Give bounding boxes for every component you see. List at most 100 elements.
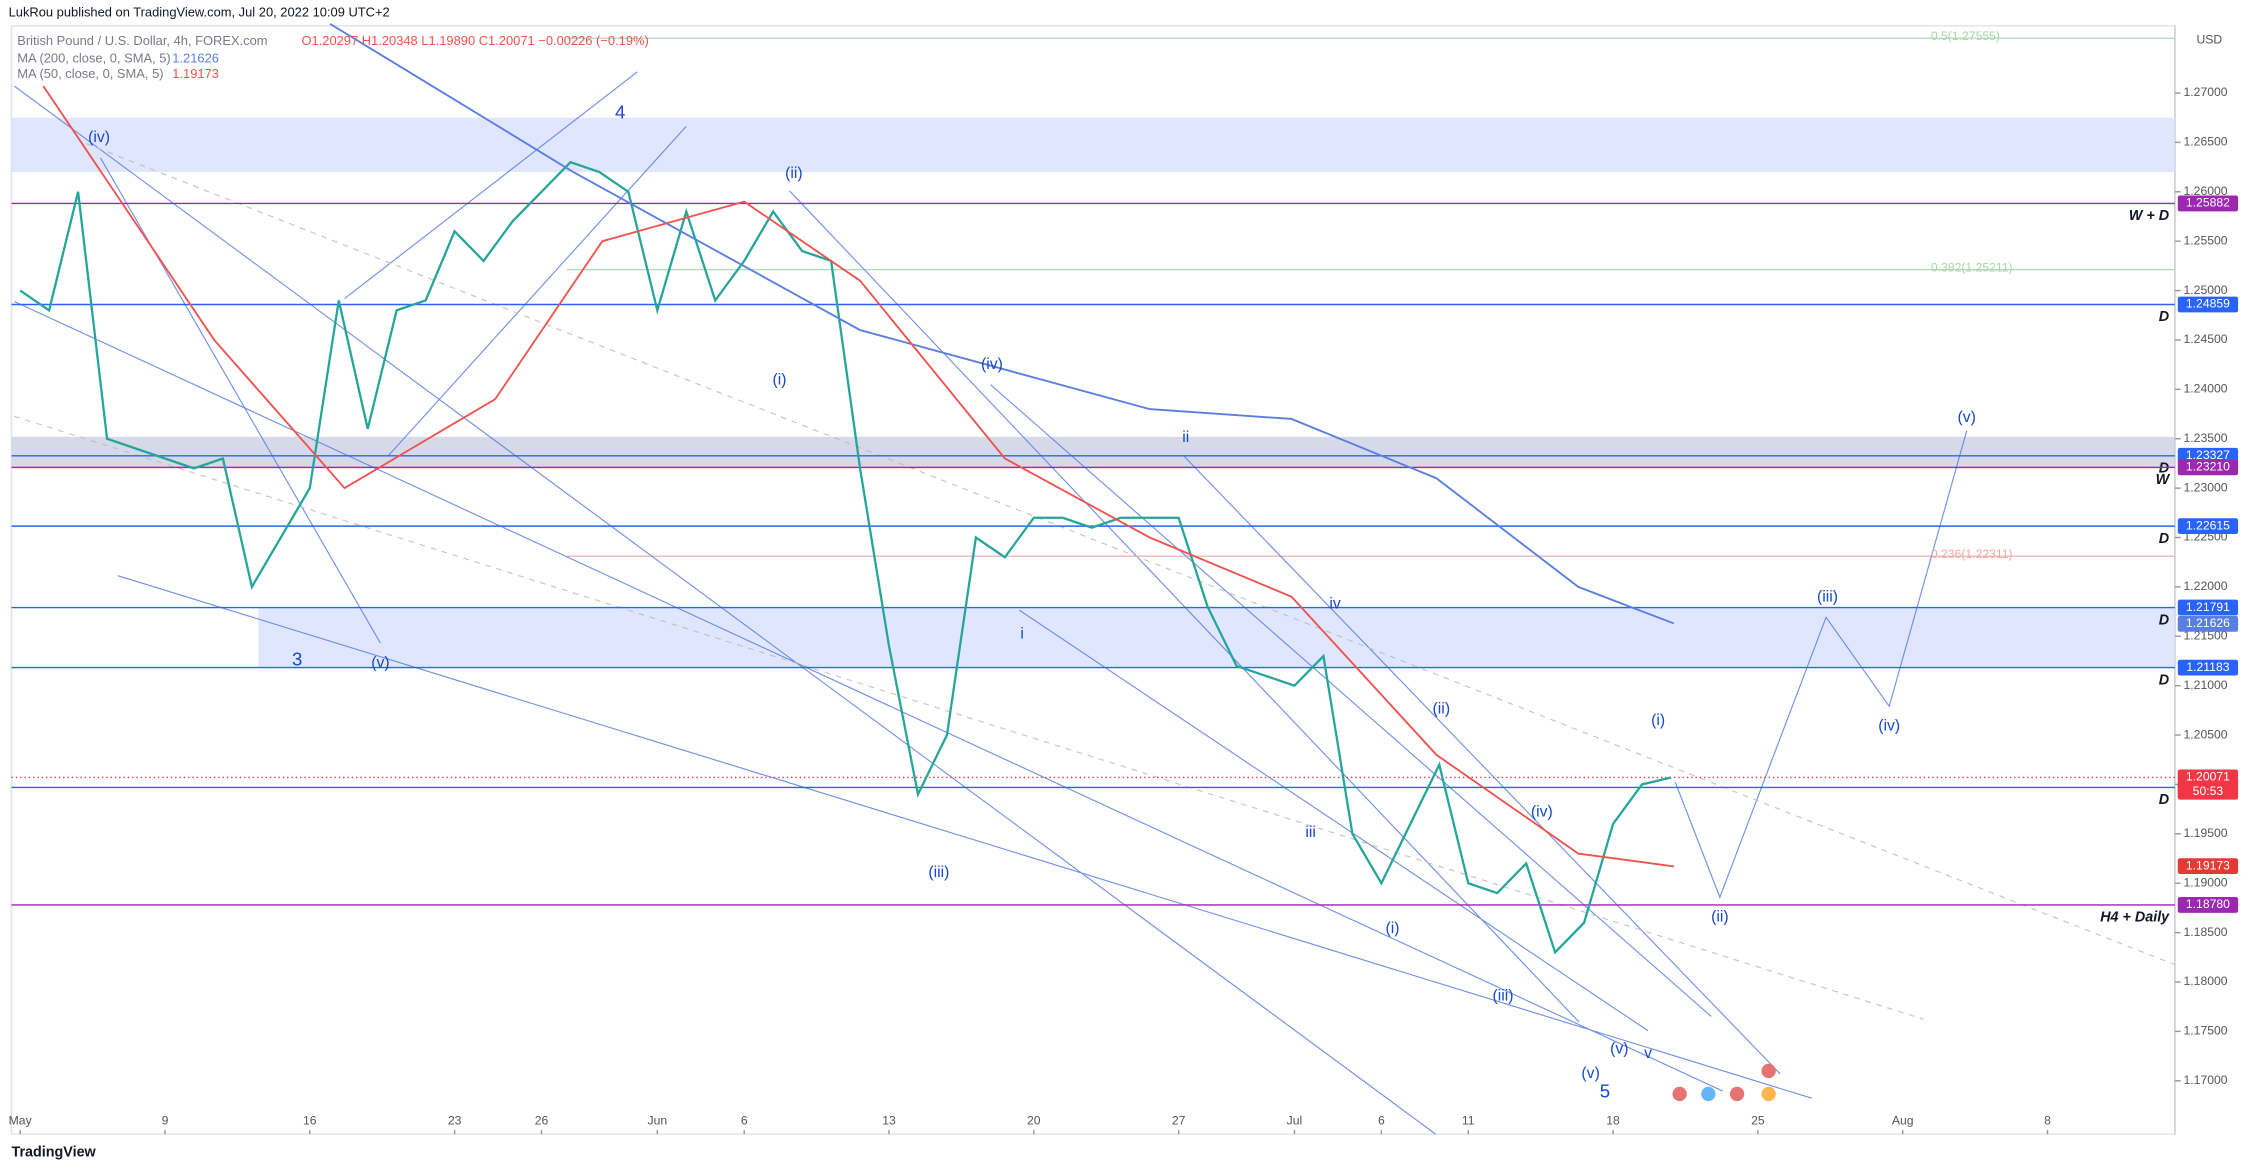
level-note: D (2159, 531, 2169, 547)
y-tick-label: 1.21000 (2184, 678, 2228, 692)
x-tick-label: 20 (1027, 1113, 1041, 1127)
wave-label: (ii) (785, 165, 803, 182)
legend-entry: MA (200, close, 0, SMA, 5) (17, 50, 171, 65)
price-tag-label: 1.19173 (2186, 858, 2230, 872)
price-tag (2177, 195, 2239, 212)
wave-label: (iii) (928, 864, 949, 881)
plot-area (10, 25, 2176, 1135)
wave-label: iv (1329, 596, 1341, 613)
y-tick-label: 1.25000 (2184, 283, 2228, 297)
countdown: 50:53 (2193, 784, 2224, 798)
price-tag-label: 1.21791 (2186, 600, 2230, 614)
wave-label: 3 (292, 648, 302, 669)
x-tick-label: 8 (2044, 1113, 2051, 1127)
y-tick-label: 1.23000 (2184, 480, 2228, 494)
wave-label: (i) (1386, 920, 1400, 937)
x-tick-label: 16 (303, 1113, 317, 1127)
y-tick-label: 1.24500 (2184, 332, 2228, 346)
y-tick-label: 1.18000 (2184, 974, 2228, 988)
x-tick-label: Aug (1892, 1113, 1914, 1127)
price-tag (2177, 599, 2239, 616)
x-tick-label: 18 (1606, 1113, 1620, 1127)
price-tag (2177, 518, 2239, 535)
ohlc: O1.20297 H1.20348 L1.19890 C1.20071 −0.0… (301, 33, 648, 48)
x-tick-label: 26 (535, 1113, 549, 1127)
y-tick-label: 1.19000 (2184, 875, 2228, 889)
price-tag (2177, 459, 2239, 476)
wave-label: (i) (773, 372, 787, 389)
price-tag (2177, 659, 2239, 676)
wave-label: (iv) (1531, 804, 1553, 821)
x-tick-label: Jul (1287, 1113, 1303, 1127)
wave-label: (ii) (1711, 909, 1729, 926)
x-tick-label: Jun (648, 1113, 668, 1127)
zone (11, 436, 2175, 467)
footer: TradingView (11, 1145, 96, 1161)
y-tick-label: 1.17000 (2184, 1073, 2228, 1087)
price-tag-label: 1.18780 (2186, 897, 2230, 911)
wave-label: (iii) (1493, 987, 1514, 1004)
fib-label: 0.236(1.22311) (1931, 547, 2013, 561)
fib-label: 0.5(1.27555) (1931, 29, 2000, 43)
y-tick-label: 1.26000 (2184, 184, 2228, 198)
currency: USD (2196, 32, 2222, 46)
wave-label: v (1644, 1045, 1652, 1062)
wave-label: (iv) (981, 356, 1003, 373)
price-tag-label: 1.25882 (2186, 196, 2230, 210)
price-tag-label: 1.23210 (2186, 460, 2230, 474)
y-tick-label: 1.20500 (2184, 727, 2228, 741)
wave-label: ii (1182, 429, 1189, 446)
wave-label: (iv) (88, 129, 110, 146)
price-tag-label: 1.21183 (2186, 660, 2229, 674)
flags (1672, 1063, 1776, 1102)
wave-label: (v) (1610, 1041, 1628, 1058)
price-tag-label: 1.20071 (2186, 770, 2230, 784)
y-tick-label: 1.22000 (2184, 579, 2228, 593)
price-tag (2177, 769, 2239, 800)
legend-value: 1.19173 (172, 66, 219, 81)
price-tag-label: 1.24859 (2186, 297, 2230, 311)
wave-label: (i) (1651, 712, 1665, 729)
wave-label: (iii) (1817, 588, 1838, 605)
x-tick-label: May (9, 1113, 33, 1127)
x-tick-label: 27 (1172, 1113, 1186, 1127)
price-tag (2177, 296, 2239, 313)
zone (258, 607, 2175, 668)
level-note: D (2159, 461, 2169, 477)
x-tick-label: 6 (1378, 1113, 1385, 1127)
wave-label: 5 (1600, 1080, 1610, 1101)
x-tick-label: 25 (1751, 1113, 1765, 1127)
wave-label: (v) (1958, 409, 1976, 426)
level-note: H4 + Daily (2100, 910, 2170, 926)
footer-bar (0, 1136, 2251, 1170)
y-tick-label: 1.23500 (2184, 431, 2228, 445)
header: LukRou published on TradingView.com, Jul… (9, 4, 390, 19)
fib-label: 0.382(1.25211) (1931, 261, 2013, 275)
y-tick-label: 1.17500 (2184, 1024, 2228, 1038)
level-note: D (2159, 612, 2169, 628)
y-tick-label: 1.24000 (2184, 382, 2228, 396)
level-note: W (2156, 472, 2171, 488)
level-note: W + D (2129, 208, 2169, 224)
x-tick-label: 9 (162, 1113, 169, 1127)
y-tick-label: 1.21500 (2184, 628, 2228, 642)
x-tick-label: 23 (448, 1113, 462, 1127)
chart-title: British Pound / U.S. Dollar, 4h, FOREX.c… (17, 33, 267, 48)
price-tag (2177, 858, 2239, 875)
wave-label: iii (1305, 824, 1316, 841)
y-tick-label: 1.26500 (2184, 135, 2228, 149)
zone (11, 117, 2175, 173)
price-tag-label: 1.23327 (2186, 448, 2230, 462)
level-note: D (2159, 672, 2169, 688)
level-note: D (2159, 309, 2169, 325)
x-tick-label: 13 (882, 1113, 896, 1127)
y-tick-label: 1.19500 (2184, 826, 2228, 840)
series-line (42, 85, 1675, 868)
series-line (329, 23, 1675, 625)
wave-label: (v) (371, 654, 389, 671)
wave-label: i (1020, 626, 1024, 643)
y-tick-label: 1.27000 (2184, 85, 2228, 99)
price-tag (2177, 897, 2239, 913)
wave-label: (v) (1581, 1065, 1599, 1082)
